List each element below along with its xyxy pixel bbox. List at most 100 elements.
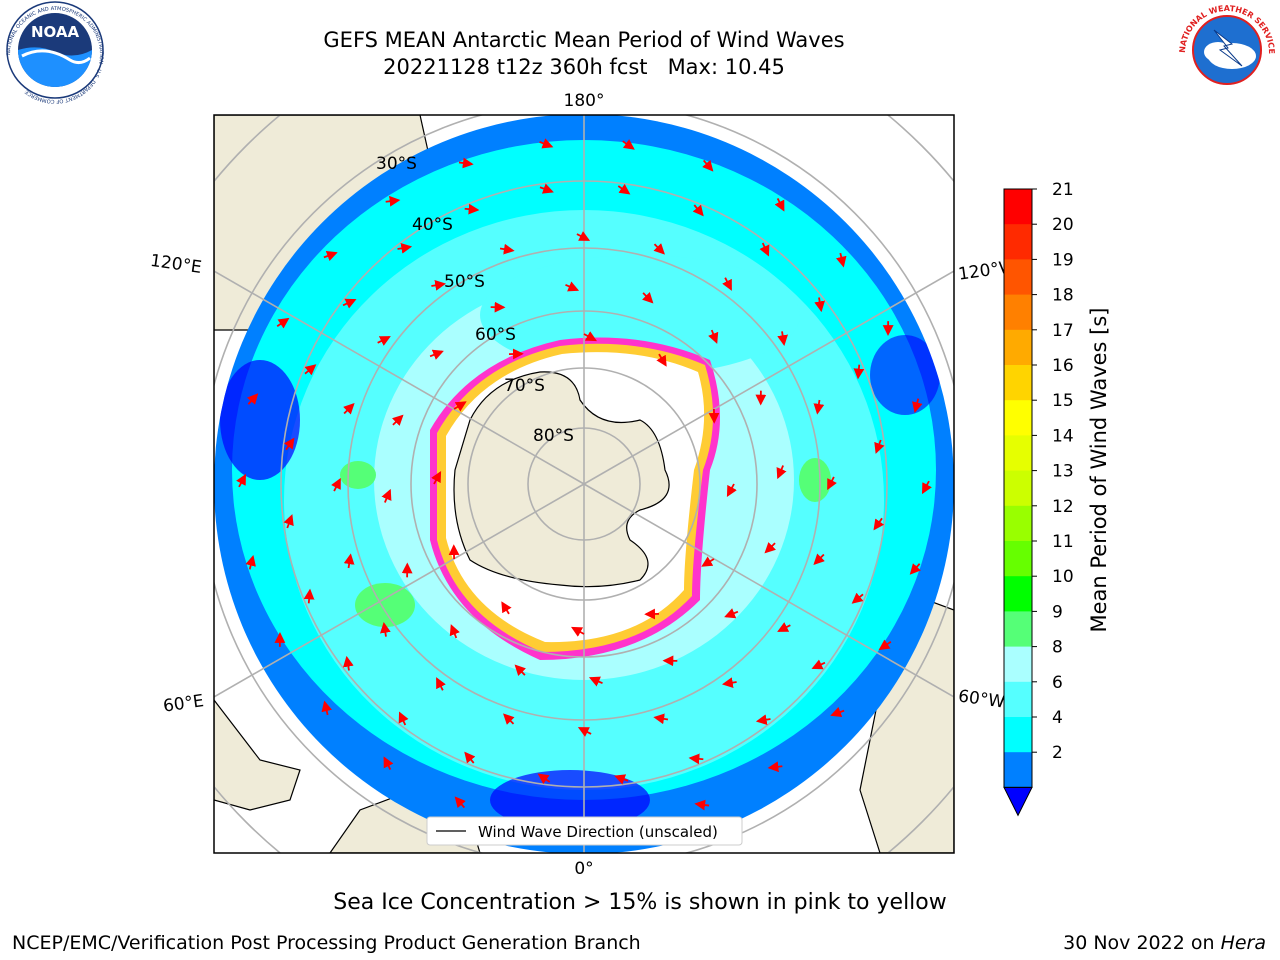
- wind-wave-arrow: [724, 608, 739, 619]
- nws-logo: NATIONAL WEATHER SERVICE: [1178, 2, 1276, 98]
- map-legend: Wind Wave Direction (unscaled): [426, 816, 743, 846]
- wind-wave-arrow: [323, 250, 338, 262]
- colorbar-segment: [1004, 400, 1032, 436]
- wind-wave-arrow: [499, 243, 515, 255]
- wind-wave-arrow: [583, 331, 597, 342]
- colorbar-tick-label: 16: [1052, 356, 1074, 376]
- colorbar-tick-label: 13: [1052, 462, 1074, 482]
- map-title: GEFS MEAN Antarctic Mean Period of Wind …: [323, 28, 845, 52]
- wind-wave-arrow: [777, 331, 788, 347]
- lon-label-60w: 60°W: [957, 686, 1006, 712]
- colorbar-tick-label: 15: [1052, 391, 1074, 411]
- lon-label-60e: 60°E: [162, 691, 205, 716]
- wind-wave-arrow: [303, 588, 315, 604]
- wind-wave-arrow: [436, 677, 446, 691]
- lon-label-0: 0°: [574, 859, 593, 879]
- colorbar-segment: [1004, 646, 1032, 683]
- wind-wave-arrow: [236, 473, 246, 488]
- wind-wave-arrow: [688, 753, 704, 765]
- wind-wave-arrow: [702, 159, 714, 172]
- colorbar-tick-label: 17: [1052, 321, 1074, 341]
- lat-label-30s: 30°S: [376, 154, 417, 174]
- noaa-logo: NOAA NATIONAL OCEANIC AND ATMOSPHERIC AD…: [6, 1, 104, 104]
- wind-wave-arrow: [392, 414, 404, 426]
- wind-wave-arrow: [726, 483, 737, 497]
- wind-wave-arrow: [827, 476, 837, 491]
- lon-label-180: 180°: [564, 91, 605, 111]
- wind-wave-arrow: [764, 542, 776, 554]
- wind-wave-arrow: [853, 364, 865, 380]
- wind-wave-arrow: [811, 659, 826, 670]
- colorbar-label: Mean Period of Wind Waves [s]: [1087, 308, 1111, 633]
- colorbar-segment: [1004, 505, 1032, 542]
- wind-wave-arrow: [380, 621, 391, 637]
- colorbar-tick-label: 11: [1052, 532, 1074, 552]
- wind-wave-arrow: [694, 799, 710, 811]
- wind-wave-arrow: [454, 796, 466, 809]
- wind-wave-arrow: [577, 727, 592, 737]
- wind-wave-arrow: [777, 622, 791, 632]
- run-date-text: 30 Nov 2022 on: [1063, 932, 1221, 954]
- wind-wave-arrow: [622, 139, 635, 150]
- colorbar-tick-label: 21: [1052, 180, 1074, 200]
- colorbar-tick-label: 14: [1052, 426, 1074, 446]
- wind-wave-arrow: [776, 465, 787, 480]
- wind-wave-arrow: [245, 555, 256, 570]
- wind-wave-arrows: [236, 138, 932, 830]
- colorbar-segment: [1004, 189, 1032, 225]
- colorbar-segment: [1004, 294, 1032, 331]
- wind-wave-arrow: [398, 711, 409, 726]
- wind-wave-arrow: [343, 655, 354, 671]
- wind-wave-arrow: [614, 774, 629, 785]
- colorbar-tick-label: 8: [1052, 638, 1063, 658]
- wind-wave-arrow: [331, 477, 341, 492]
- machine-name: Hera: [1220, 932, 1266, 954]
- sea-ice-note: Sea Ice Concentration > 15% is shown in …: [333, 890, 947, 915]
- wind-wave-arrow: [343, 403, 355, 415]
- noaa-logo-text: NOAA: [31, 23, 80, 41]
- colorbar-segment: [1004, 752, 1032, 788]
- wind-wave-arrow: [922, 480, 932, 495]
- wind-wave-arrow: [283, 514, 294, 529]
- wind-wave-arrow: [453, 401, 467, 412]
- colorbar-segment: [1004, 470, 1032, 507]
- wind-wave-arrow: [247, 393, 259, 405]
- colorbar-segment: [1004, 435, 1032, 472]
- colorbar-tick-label: 6: [1052, 673, 1063, 693]
- wind-wave-arrow: [774, 198, 785, 212]
- wind-wave-arrow: [431, 471, 442, 485]
- lat-label-60s: 60°S: [475, 325, 516, 345]
- colorbar-tick-label: 18: [1052, 286, 1074, 306]
- wind-wave-arrow: [431, 280, 447, 291]
- wind-wave-arrow: [835, 252, 847, 268]
- wind-wave-arrow: [539, 138, 554, 149]
- colorbar-segment: [1004, 365, 1032, 401]
- latitude-labels: 30°S 40°S 50°S 60°S 70°S 80°S: [376, 154, 574, 446]
- colorbar-extend-arrow: [1003, 786, 1033, 817]
- wind-wave-arrow: [503, 713, 515, 725]
- wind-wave-arrow: [909, 563, 921, 575]
- colorbar-segment: [1004, 541, 1032, 577]
- colorbar-tick-label: 20: [1052, 215, 1074, 235]
- wind-wave-arrow: [878, 639, 892, 651]
- map-frame: [213, 114, 955, 854]
- wind-wave-arrow: [576, 231, 591, 241]
- colorbar-tick-label: 9: [1052, 602, 1063, 622]
- wind-wave-arrow: [449, 624, 460, 639]
- wind-wave-arrow: [873, 517, 885, 531]
- colorbar-segment: [1004, 259, 1032, 296]
- wind-wave-arrow: [458, 157, 474, 169]
- wind-wave-arrow: [537, 773, 551, 785]
- legend-label: Wind Wave Direction (unscaled): [478, 823, 718, 841]
- wind-wave-arrow: [722, 277, 732, 291]
- wind-wave-arrow: [767, 761, 783, 773]
- wind-wave-arrow: [642, 292, 654, 304]
- colorbar-segment: [1004, 576, 1032, 612]
- lon-label-120e: 120°E: [149, 251, 203, 278]
- wind-wave-arrow: [381, 488, 392, 503]
- wind-wave-arrow: [617, 183, 631, 195]
- wind-wave-arrow: [383, 756, 394, 770]
- colorbar: 21 20 19 18 17 16 15 14 13 12 11 10 9 8 6 4 2: [1003, 180, 1074, 817]
- wind-wave-arrow: [429, 349, 444, 360]
